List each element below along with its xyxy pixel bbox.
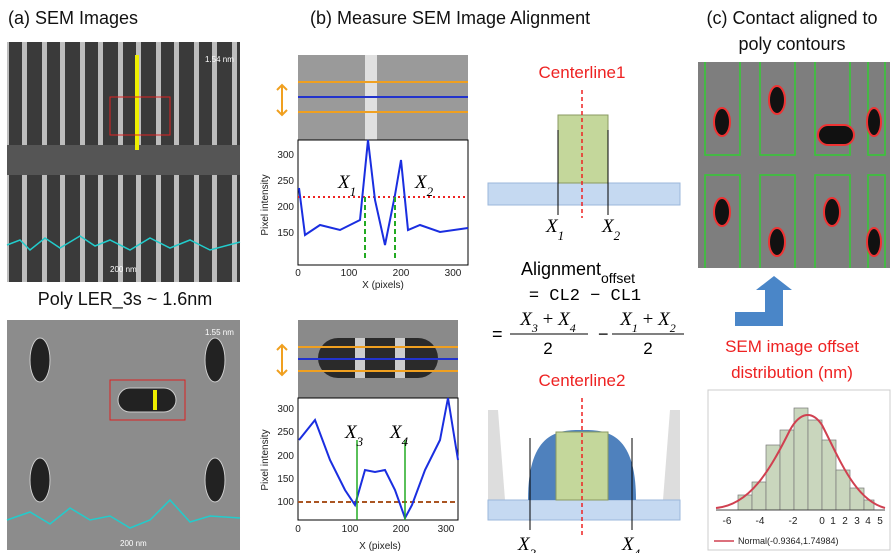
y-tick-label: 200	[277, 202, 294, 213]
marker-label: X2	[414, 172, 434, 199]
scale-bar-text: 200 nm	[120, 539, 147, 548]
label-main: X	[545, 216, 559, 237]
y-tick-label: 100	[277, 497, 294, 508]
x-tick-label: 2	[842, 516, 848, 527]
x-axis-label: X (pixels)	[359, 541, 401, 552]
y-tick-label: 200	[277, 451, 294, 462]
x-tick-label: -6	[723, 516, 732, 527]
x-tick-label: -2	[789, 516, 798, 527]
x-tick-label: 300	[438, 524, 455, 535]
formula-minus: −	[598, 324, 609, 344]
y-tick-label: 150	[277, 474, 294, 485]
y-tick-label: 150	[277, 228, 294, 239]
label-sub: 3	[529, 546, 537, 553]
x-tick-label: 5	[877, 516, 883, 527]
centerline-diagram-1	[487, 90, 681, 218]
term-sub: 3	[531, 321, 538, 335]
scale-text: 1.55 nm	[205, 328, 234, 337]
term-op: +	[538, 309, 558, 330]
fraction-denominator: 2	[643, 339, 652, 358]
x-tick-label: 200	[393, 524, 410, 535]
label-main: X	[621, 534, 635, 553]
x-tick-label: 3	[854, 516, 860, 527]
x-tick-label: 100	[341, 268, 358, 279]
marker-label: X4	[389, 422, 409, 449]
label-main: X	[601, 216, 615, 237]
y-axis-label: Pixel intensity	[260, 429, 271, 490]
marker-label: X3	[344, 422, 364, 449]
marker-sub: 2	[427, 184, 434, 199]
legend-text: Normal(-0.9364,1.74984)	[738, 536, 839, 546]
marker-main: X	[414, 172, 428, 193]
arrow	[735, 276, 792, 326]
x-axis-label: X (pixels)	[362, 280, 404, 291]
x-tick-label: 300	[445, 268, 462, 279]
panel-c-label: poly contours	[738, 34, 845, 54]
contour-image	[698, 62, 890, 268]
diagram-title: Centerline1	[539, 63, 626, 82]
y-axis-label: Pixel intensity	[260, 174, 271, 235]
x-tick-label: 200	[393, 268, 410, 279]
formula-main: Alignment	[521, 259, 601, 279]
scale-text: 1.54 nm	[205, 55, 234, 64]
diagram-title: Centerline2	[539, 371, 626, 390]
term-sub: 1	[632, 321, 638, 335]
marker-main: X	[389, 422, 403, 443]
x-tick-label: 100	[342, 524, 359, 535]
label-main: X	[517, 534, 531, 553]
x-tick-label: 4	[865, 516, 871, 527]
panel-c-label: (c) Contact aligned to	[706, 8, 877, 28]
marker-sub: 1	[350, 184, 357, 199]
diagram-label: X2	[601, 216, 621, 243]
term-sub: 2	[670, 321, 676, 335]
intensity-plot-1: 300 250 200 150 0 100 200 300 X (pixels)…	[260, 55, 469, 291]
fraction-numerator: X1 + X2	[619, 309, 675, 335]
x-tick-label: -4	[756, 516, 765, 527]
marker-main: X	[344, 422, 358, 443]
panel-a-label: (a) SEM Images	[8, 8, 138, 28]
histogram: -6 -4 -2 0 1 2 3 4 5 Normal(-0.9364,1.74…	[707, 389, 891, 551]
fraction-denominator: 2	[543, 339, 552, 358]
marker-main: X	[337, 172, 351, 193]
label-sub: 2	[614, 228, 621, 243]
scale-bar-text: 200 nm	[110, 265, 137, 274]
formula-line: = CL2 − CL1	[529, 287, 641, 306]
formula-equals: =	[492, 324, 503, 344]
label-sub: 1	[558, 228, 565, 243]
y-tick-label: 300	[277, 404, 294, 415]
hist-title: distribution (nm)	[731, 363, 853, 382]
x-tick-label: 1	[830, 516, 836, 527]
panel-a-subtitle: Poly LER_3s ~ 1.6nm	[38, 289, 213, 310]
formula-sub: offset	[601, 270, 635, 286]
sem-image-1: 1.54 nm 200 nm	[6, 42, 241, 282]
term-sub: 4	[570, 321, 576, 335]
intensity-plot-2: 300 250 200 150 100 0 100 200 300 X (pix…	[260, 320, 459, 552]
marker-sub: 3	[356, 434, 364, 449]
marker-label: X1	[337, 172, 356, 199]
sem-image-2: 1.55 nm 200 nm	[6, 320, 241, 550]
x-tick-label: 0	[819, 516, 825, 527]
y-tick-label: 300	[277, 150, 294, 161]
label-sub: 4	[634, 546, 641, 553]
term: X	[657, 309, 671, 330]
term: X	[557, 309, 571, 330]
x-tick-label: 0	[295, 268, 301, 279]
panel-b-label: (b) Measure SEM Image Alignment	[310, 8, 590, 28]
fraction-numerator: X3 + X4	[519, 309, 575, 335]
diagram-label: X1	[545, 216, 564, 243]
diagram-label: X3	[517, 534, 537, 553]
formula-label: Alignmentoffset	[521, 259, 635, 286]
formula: Alignmentoffset = CL2 − CL1 = X3 + X4 2 …	[492, 259, 684, 358]
term: X	[619, 309, 633, 330]
centerline-diagram-2	[487, 398, 681, 535]
y-tick-label: 250	[277, 176, 294, 187]
term: X	[519, 309, 533, 330]
diagram-label: X4	[621, 534, 641, 553]
term-op: +	[638, 309, 658, 330]
marker-sub: 4	[402, 434, 409, 449]
hist-title: SEM image offset	[725, 337, 859, 356]
y-tick-label: 250	[277, 427, 294, 438]
x-tick-label: 0	[295, 524, 301, 535]
